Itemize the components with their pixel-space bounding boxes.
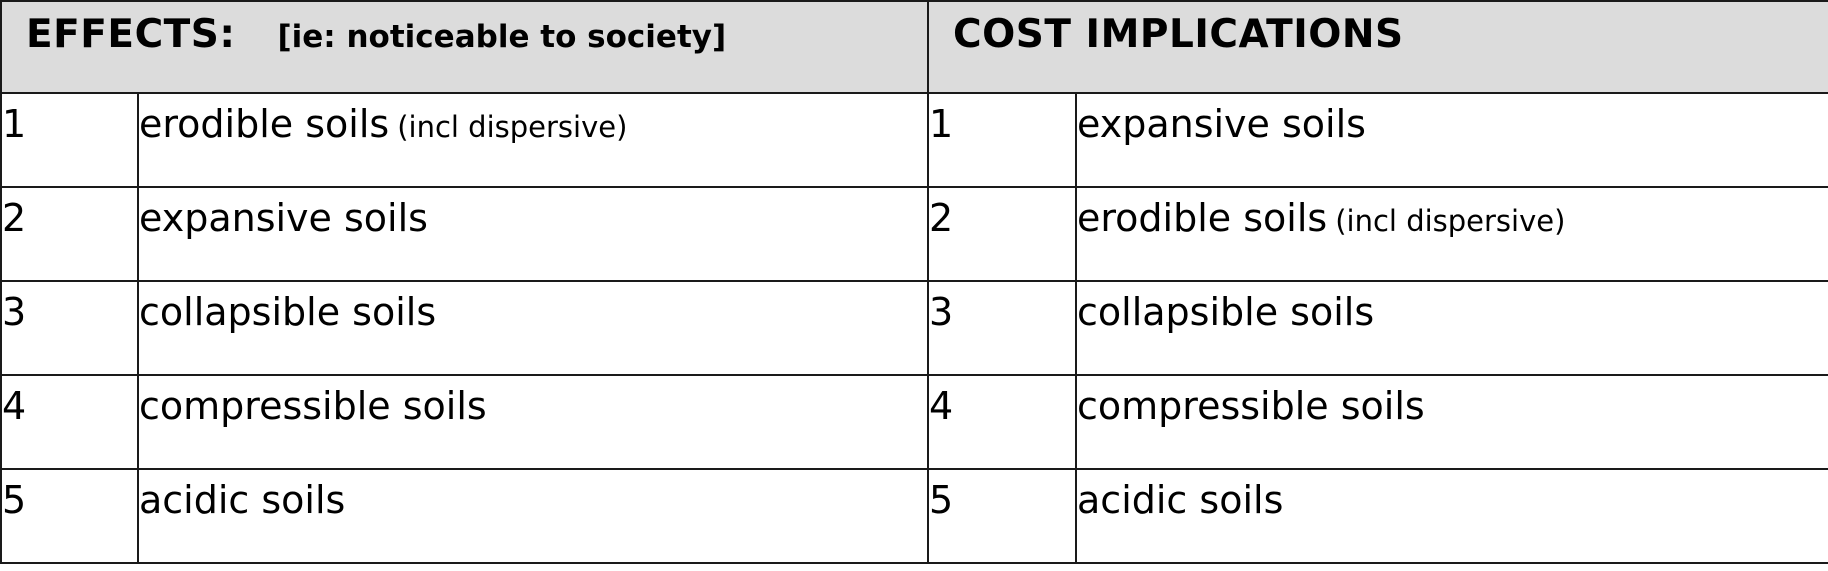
cost-rank: 1 <box>927 92 1078 188</box>
cost-rank: 5 <box>927 468 1078 564</box>
soil-name: erodible soils <box>139 102 390 146</box>
table-row: 2 expansive soils 2 erodible soils (incl … <box>0 186 1828 282</box>
cost-rank: 3 <box>927 280 1078 376</box>
cost-rank: 2 <box>927 186 1078 282</box>
effects-title: EFFECTS: <box>26 12 236 57</box>
table-row: 1 erodible soils (incl dispersive) 1 expa… <box>0 92 1828 188</box>
cost-soil: erodible soils (incl dispersive) <box>1075 186 1828 282</box>
soil-name: expansive soils <box>1077 102 1366 146</box>
header-row: EFFECTS: [ie: noticeable to society] COST… <box>0 0 1828 94</box>
table-row: 5 acidic soils 5 acidic soils <box>0 468 1828 564</box>
effects-rank: 4 <box>0 374 139 470</box>
soil-qualifier: (incl dispersive) <box>1335 204 1566 238</box>
effects-soil: compressible soils <box>136 374 930 470</box>
table-body: 1 erodible soils (incl dispersive) 1 expa… <box>0 92 1828 564</box>
soil-name: compressible soils <box>139 384 487 428</box>
cost-soil: expansive soils <box>1075 92 1828 188</box>
effects-rank: 3 <box>0 280 139 376</box>
soil-name: acidic soils <box>139 478 346 522</box>
table-row: 3 collapsible soils 3 collapsible soils <box>0 280 1828 376</box>
cost-rank: 4 <box>927 374 1078 470</box>
soil-name: collapsible soils <box>1077 290 1375 334</box>
effects-soil: acidic soils <box>136 468 930 564</box>
soil-name: collapsible soils <box>139 290 437 334</box>
effects-rank: 1 <box>0 92 139 188</box>
table-row: 4 compressible soils 4 compressible soil… <box>0 374 1828 470</box>
cost-soil: acidic soils <box>1075 468 1828 564</box>
table-header: EFFECTS: [ie: noticeable to society] COST… <box>0 0 1828 94</box>
soil-name: acidic soils <box>1077 478 1284 522</box>
cost-implications-title: COST IMPLICATIONS <box>953 12 1404 57</box>
effects-header: EFFECTS: [ie: noticeable to society] <box>0 0 930 94</box>
effects-soil: expansive soils <box>136 186 930 282</box>
effects-rank: 2 <box>0 186 139 282</box>
cost-soil: compressible soils <box>1075 374 1828 470</box>
soil-name: erodible soils <box>1077 196 1328 240</box>
effects-soil: collapsible soils <box>136 280 930 376</box>
effects-soil: erodible soils (incl dispersive) <box>136 92 930 188</box>
effects-rank: 5 <box>0 468 139 564</box>
effects-note: [ie: noticeable to society] <box>277 19 727 55</box>
soil-name: compressible soils <box>1077 384 1425 428</box>
soil-name: expansive soils <box>139 196 428 240</box>
cost-soil: collapsible soils <box>1075 280 1828 376</box>
soil-qualifier: (incl dispersive) <box>397 110 628 144</box>
cost-implications-header: COST IMPLICATIONS <box>927 0 1828 94</box>
